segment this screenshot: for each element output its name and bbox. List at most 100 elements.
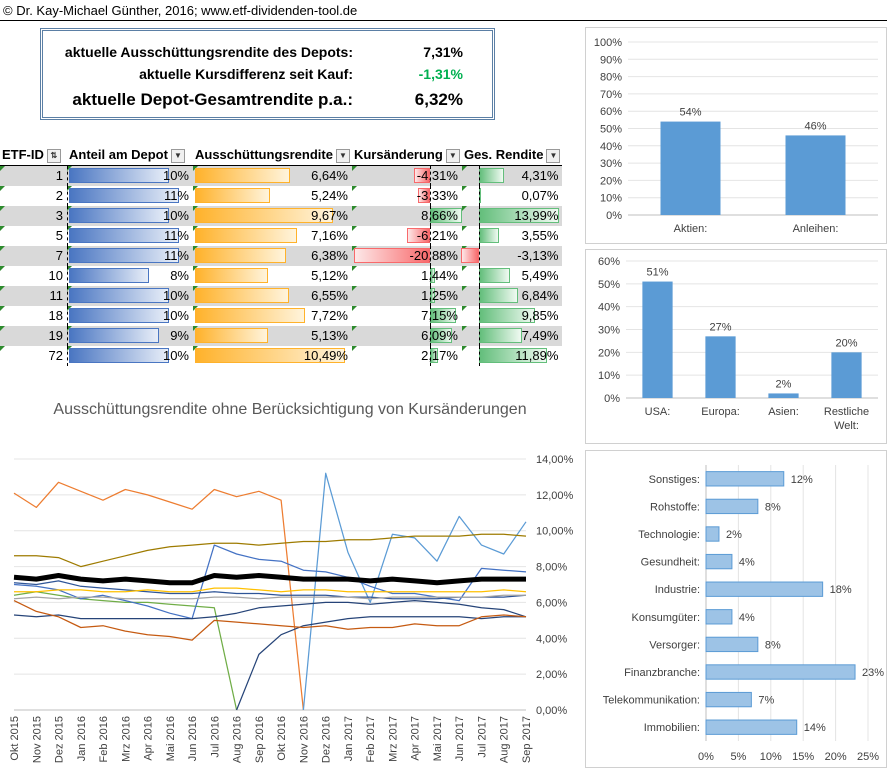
chevron-down-icon[interactable]: ▼ <box>546 148 561 163</box>
cell-ausschuettung[interactable]: 10,49% <box>193 346 352 366</box>
summary-label: aktuelle Depot-Gesamtrendite p.a.: <box>72 90 353 109</box>
cell-anteil[interactable]: 11% <box>67 226 193 246</box>
cell-ausschuettung[interactable]: 5,24% <box>193 186 352 206</box>
header-kursaenderung[interactable]: Kursänderung ▼ <box>351 145 462 166</box>
cell-ausschuettung[interactable]: 6,55% <box>193 286 352 306</box>
series-line <box>13 600 527 641</box>
header-label: Ges. Rendite <box>463 147 544 163</box>
bar-axis <box>429 166 431 186</box>
cell-etf-id[interactable]: 19 <box>0 326 67 346</box>
header-etf-id[interactable]: ETF-ID ⇅ <box>0 145 67 166</box>
comment-marker-icon <box>351 206 357 211</box>
cell-etf-id[interactable]: 18 <box>0 306 67 326</box>
cell-anteil[interactable]: 10% <box>67 346 193 366</box>
header-ausschuettung[interactable]: Ausschüttungsrendite ▼ <box>193 145 352 166</box>
data-label: 51% <box>646 267 668 279</box>
cell-anteil[interactable]: 8% <box>67 266 193 286</box>
table-row[interactable]: 11 10% 6,55% 1,25% 6,84% <box>0 286 563 306</box>
table-row[interactable]: 19 9% 5,13% 6,09% 7,49% <box>0 326 563 346</box>
cell-anteil[interactable]: 11% <box>67 186 193 206</box>
y-tick-label: Versorger: <box>649 639 700 651</box>
cell-ausschuettung[interactable]: 6,38% <box>193 246 352 266</box>
cell-ges-rendite[interactable]: -3,13% <box>460 246 563 266</box>
bar-axis <box>67 326 68 346</box>
cell-ausschuettung[interactable]: 7,16% <box>193 226 352 246</box>
cell-ausschuettung[interactable]: 6,64% <box>193 165 352 186</box>
cell-kursaenderung[interactable]: 8,66% <box>351 206 462 226</box>
y-tick-label: Sonstiges: <box>649 474 700 486</box>
table-row[interactable]: 10 8% 5,12% 1,44% 5,49% <box>0 266 562 286</box>
cell-ges-rendite[interactable]: 6,84% <box>461 286 563 306</box>
cell-etf-id[interactable]: 11 <box>0 286 67 306</box>
table-row[interactable]: 72 10% 10,49% 2,17% 11,89% <box>0 346 562 366</box>
summary-label: aktuelle Kursdifferenz seit Kauf: <box>139 66 353 82</box>
cell-kursaenderung[interactable]: 1,25% <box>351 286 462 306</box>
etf-table: ETF-ID ⇅ Anteil am Depot ▼ Ausschüttungsre… <box>0 145 563 366</box>
cell-etf-id[interactable]: 5 <box>0 226 67 246</box>
anteil-bar <box>69 168 169 183</box>
cell-anteil[interactable]: 11% <box>67 246 193 266</box>
cell-etf-id[interactable]: 3 <box>0 206 67 226</box>
cell-anteil[interactable]: 10% <box>67 286 193 306</box>
comment-marker-icon <box>461 226 467 231</box>
bar <box>705 691 752 708</box>
cell-anteil[interactable]: 10% <box>67 165 193 186</box>
cell-ges-rendite[interactable]: 0,07% <box>461 186 562 206</box>
cell-kursaenderung[interactable]: -20,88% <box>351 246 462 266</box>
filter-icon[interactable]: ▼ <box>170 148 185 163</box>
cell-ges-rendite[interactable]: 13,99% <box>461 206 563 226</box>
cell-kursaenderung[interactable]: -4,31% <box>351 165 462 186</box>
cell-ausschuettung[interactable]: 5,13% <box>193 326 352 346</box>
sort-icon[interactable]: ⇅ <box>46 148 61 163</box>
kursaenderung-bar <box>417 188 430 203</box>
cell-etf-id[interactable]: 10 <box>0 266 67 286</box>
cell-kursaenderung[interactable]: -6,21% <box>351 226 462 246</box>
cell-ges-rendite[interactable]: 3,55% <box>461 226 562 246</box>
cell-anteil[interactable]: 10% <box>67 306 193 326</box>
x-tick-label: Mrz 2016 <box>120 716 132 762</box>
cell-kursaenderung[interactable]: 6,09% <box>351 326 462 346</box>
header-anteil[interactable]: Anteil am Depot ▼ <box>67 145 193 166</box>
cell-ges-rendite[interactable]: 4,31% <box>461 165 563 186</box>
table-row[interactable]: 3 10% 9,67% 8,66% 13,99% <box>0 206 563 226</box>
table-row[interactable]: 1 10% 6,64% -4,31% 4,31% <box>0 165 563 186</box>
chevron-down-icon[interactable]: ▼ <box>335 148 350 163</box>
cell-ausschuettung[interactable]: 9,67% <box>193 206 352 226</box>
table-row[interactable]: 7 11% 6,38% -20,88% -3,13% <box>0 246 563 266</box>
anteil-bar <box>69 228 179 243</box>
cell-etf-id[interactable]: 7 <box>0 246 67 266</box>
cell-ges-rendite[interactable]: 7,49% <box>461 326 563 346</box>
cell-kursaenderung[interactable]: 7,15% <box>351 306 462 326</box>
header-ges-rendite[interactable]: Ges. Rendite ▼ <box>461 145 563 166</box>
x-tick-label: Mai 2016 <box>165 716 177 761</box>
comment-marker-icon <box>351 266 357 271</box>
bar <box>768 393 799 398</box>
cell-ges-rendite[interactable]: 9,85% <box>461 306 562 326</box>
x-tick-label: Restliche <box>824 406 869 418</box>
cell-anteil[interactable]: 9% <box>67 326 193 346</box>
sector-chart: 0% 5% 10% 15% 20% 25% Sonstiges: 12% Rohstoffe: 8… <box>603 465 884 763</box>
bar <box>705 581 824 597</box>
table-row[interactable]: 18 10% 7,72% 7,15% 9,85% <box>0 306 562 326</box>
y-tick-label: Telekommunikation: <box>603 695 700 707</box>
chevron-down-icon[interactable]: ▼ <box>445 148 460 163</box>
cell-kursaenderung[interactable]: 1,44% <box>351 266 462 286</box>
table-row[interactable]: 5 11% 7,16% -6,21% 3,55% <box>0 226 562 246</box>
cell-etf-id[interactable]: 2 <box>0 186 67 206</box>
cell-kursaenderung[interactable]: 2,17% <box>351 346 462 366</box>
cell-etf-id[interactable]: 72 <box>0 346 67 366</box>
kursaenderung-bar <box>353 248 430 263</box>
bar <box>705 498 759 515</box>
x-tick-label: Feb 2016 <box>98 716 110 762</box>
cell-anteil[interactable]: 10% <box>67 206 193 226</box>
x-tick-label: Nov 2015 <box>31 716 43 763</box>
table-row[interactable]: 2 11% 5,24% -3,33% 0,07% <box>0 186 562 206</box>
cell-ges-rendite[interactable]: 5,49% <box>461 266 562 286</box>
cell-ausschuettung[interactable]: 5,12% <box>193 266 352 286</box>
cell-kursaenderung[interactable]: -3,33% <box>351 186 462 206</box>
cell-ausschuettung[interactable]: 7,72% <box>193 306 352 326</box>
cell-text: 5,13% <box>311 328 348 343</box>
series-line <box>302 472 527 711</box>
cell-etf-id[interactable]: 1 <box>0 165 67 186</box>
cell-ges-rendite[interactable]: 11,89% <box>461 346 562 366</box>
